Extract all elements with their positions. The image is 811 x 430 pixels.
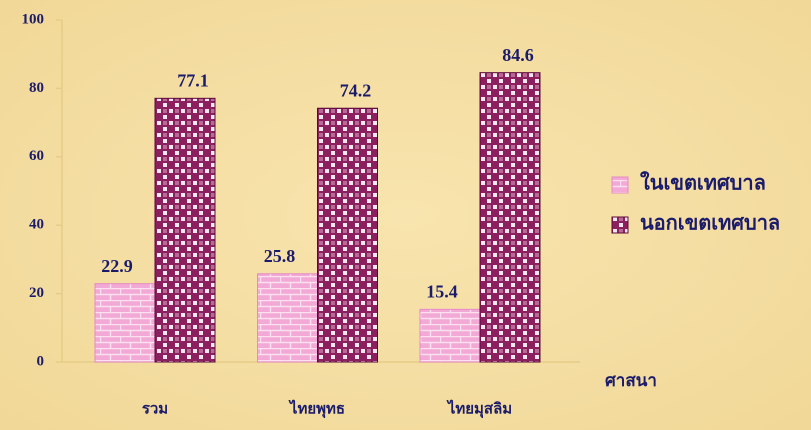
legend-swatch: [611, 176, 629, 194]
bar: [317, 107, 378, 363]
y-tick-label: 0: [37, 353, 45, 369]
y-tick-label: 20: [29, 285, 44, 301]
x-tick-label: ไทยมุสลิม: [446, 398, 512, 418]
bar: [154, 97, 216, 363]
data-label: 22.9: [101, 256, 133, 276]
bar: [257, 273, 318, 363]
x-axis-title: ศาสนา: [605, 371, 657, 390]
data-label: 15.4: [426, 281, 458, 301]
bar: [419, 308, 481, 363]
bar: [94, 283, 156, 363]
y-tick-label: 80: [29, 80, 44, 96]
legend-label: ในเขตเทศบาล: [640, 171, 766, 195]
y-tick-label: 40: [29, 217, 44, 233]
data-label: 84.6: [502, 45, 534, 65]
legend-swatch: [611, 216, 629, 234]
y-tick-label: 100: [22, 11, 45, 27]
data-label: 25.8: [264, 246, 296, 266]
data-label: 74.2: [340, 80, 372, 100]
legend-label: นอกเขตเทศบาล: [640, 213, 780, 235]
x-tick-label: ไทยพุทธ: [288, 398, 345, 418]
data-label: 77.1: [177, 70, 209, 90]
x-tick-label: รวม: [142, 401, 168, 417]
bar: [479, 72, 541, 363]
y-tick-label: 60: [29, 148, 44, 164]
